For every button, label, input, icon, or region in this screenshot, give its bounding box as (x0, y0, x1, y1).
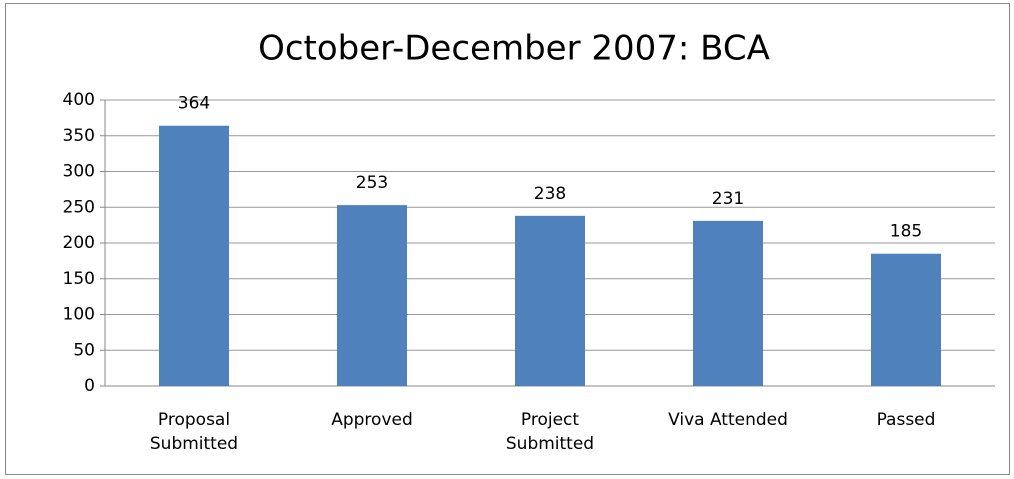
y-tick-label: 350 (63, 126, 95, 146)
x-tick-label: Approved (331, 410, 413, 430)
y-tick-label: 400 (63, 90, 95, 110)
x-tick-label: Project Submitted (505, 410, 595, 454)
chart-title: October-December 2007: BCA (258, 29, 770, 69)
y-tick-label: 150 (63, 269, 95, 289)
x-tick-label: Viva Attended (668, 410, 788, 430)
data-label: 238 (534, 184, 566, 204)
bar (693, 220, 763, 386)
data-label: 364 (178, 94, 210, 114)
x-tick-label: Proposal Submitted (149, 410, 239, 454)
bar (337, 205, 407, 386)
data-label: 253 (356, 173, 388, 193)
y-tick-label: 200 (63, 233, 95, 253)
data-label: 231 (712, 189, 744, 209)
x-tick-label: Passed (876, 410, 936, 430)
y-tick-label: 250 (63, 197, 95, 217)
bar (515, 215, 585, 386)
chart-border (5, 3, 1010, 475)
bar (871, 253, 941, 386)
y-tick-label: 50 (73, 340, 95, 360)
bar (159, 125, 229, 387)
y-tick-label: 300 (63, 162, 95, 182)
y-tick-label: 100 (63, 305, 95, 325)
y-tick-label: 0 (84, 376, 95, 396)
data-label: 185 (890, 222, 922, 242)
